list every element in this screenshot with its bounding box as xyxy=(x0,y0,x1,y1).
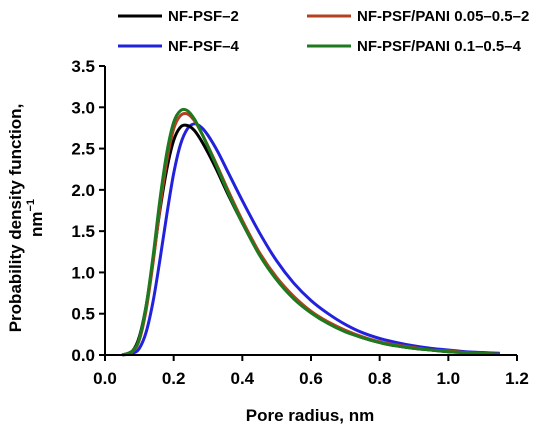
y-tick-label: 0.0 xyxy=(71,346,95,365)
legend-label: NF-PSF/PANI 0.1–0.5–4 xyxy=(357,38,522,55)
x-tick-label: 0.0 xyxy=(93,369,117,388)
y-axis-title-line2: nm−1 xyxy=(25,199,46,237)
series-line-0 xyxy=(121,123,500,357)
x-tick-label: 0.2 xyxy=(162,369,186,388)
y-tick-label: 2.0 xyxy=(71,181,95,200)
x-axis-title: Pore radius, nm xyxy=(246,406,374,425)
legend: NF-PSF–2 NF-PSF/PANI 0.05–0.5–2 NF-PSF–4 NF… xyxy=(118,8,529,55)
x-tick-label: 0.6 xyxy=(299,369,323,388)
y-tick-label: 3.0 xyxy=(71,98,95,117)
series-lines xyxy=(121,107,500,357)
legend-label: NF-PSF–2 xyxy=(168,8,239,25)
y-axis-unit: nm xyxy=(27,212,46,238)
legend-label: NF-PSF/PANI 0.05–0.5–2 xyxy=(357,8,529,25)
y-ticks: 0.0 0.5 1.0 1.5 2.0 2.5 3.0 3.5 xyxy=(71,57,105,365)
y-tick-label: 0.5 xyxy=(71,305,95,324)
legend-label: NF-PSF–4 xyxy=(168,38,240,55)
y-axis-unit-exponent: −1 xyxy=(25,199,37,212)
y-axis-title-line1: Probability density function, xyxy=(6,104,25,333)
y-tick-label: 3.5 xyxy=(71,57,95,76)
x-tick-label: 1.2 xyxy=(505,369,529,388)
y-tick-label: 1.0 xyxy=(71,263,95,282)
series-line-3 xyxy=(121,107,500,357)
x-tick-label: 0.4 xyxy=(231,369,255,388)
y-axis-title: Probability density function, nm−1 xyxy=(6,104,46,333)
x-ticks: 0.0 0.2 0.4 0.6 0.8 1.0 1.2 xyxy=(93,355,529,388)
y-tick-label: 2.5 xyxy=(71,140,95,159)
x-tick-label: 0.8 xyxy=(368,369,392,388)
series-line-1 xyxy=(121,122,500,357)
y-tick-label: 1.5 xyxy=(71,222,95,241)
x-tick-label: 1.0 xyxy=(437,369,461,388)
